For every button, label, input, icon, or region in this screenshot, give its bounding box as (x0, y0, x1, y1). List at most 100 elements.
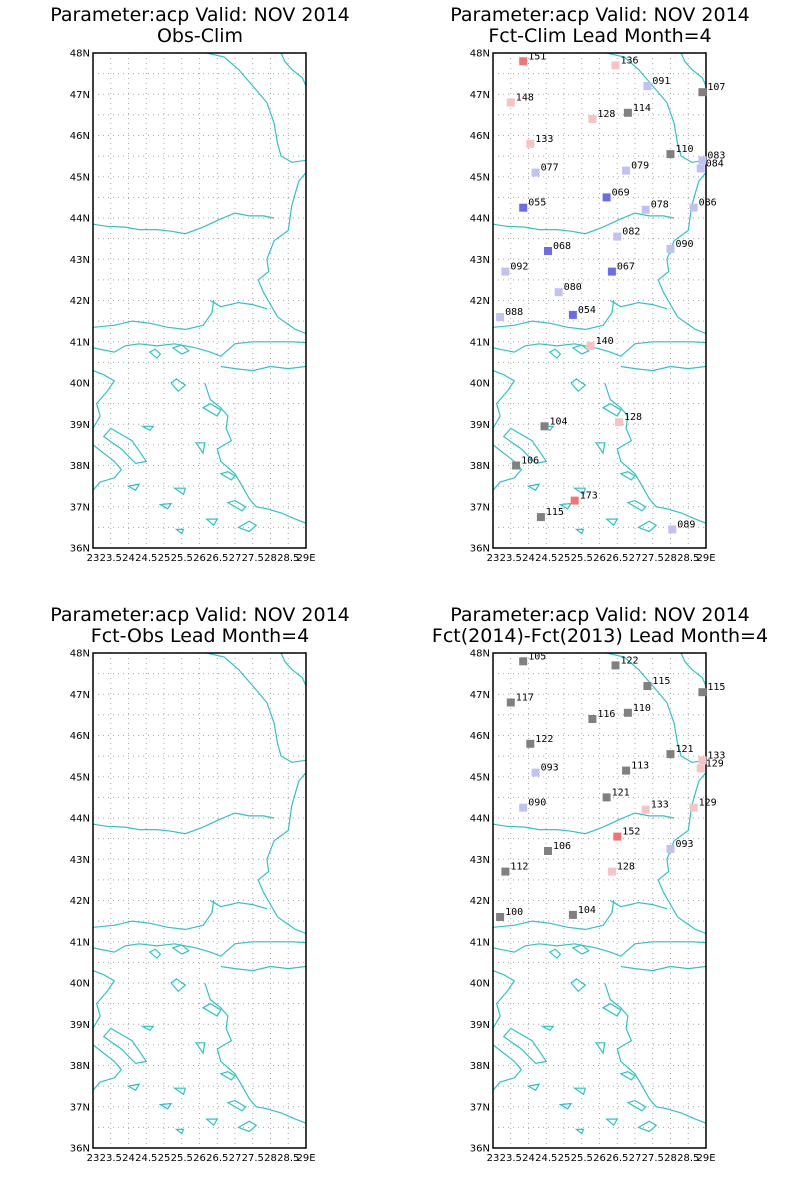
island-outline (574, 528, 585, 535)
island-outline (194, 442, 206, 455)
island-outline (619, 471, 636, 481)
island-outline (570, 978, 587, 993)
coastline (209, 299, 268, 310)
station-marker (607, 867, 616, 876)
coastline (280, 53, 306, 87)
lat-tick-label: 47N (470, 90, 490, 101)
station-marker (689, 803, 698, 812)
station-marker (602, 793, 611, 802)
lat-tick-label: 47N (470, 690, 490, 701)
lat-tick-label: 41N (470, 337, 490, 348)
lon-tick-label: 27 (229, 1153, 242, 1164)
station-marker (544, 247, 552, 255)
coastlines (93, 653, 306, 1135)
island-outline (226, 1099, 247, 1112)
station-marker (613, 832, 622, 841)
station-value-label: 068 (553, 241, 571, 252)
coastline (93, 212, 275, 235)
coastline (680, 653, 706, 687)
coastline (493, 212, 675, 235)
station-marker (506, 698, 515, 707)
lat-tick-label: 43N (70, 855, 90, 866)
island-outline (171, 944, 190, 955)
lon-tick-label: 23 (87, 1153, 100, 1164)
lat-tick-label: 40N (470, 379, 490, 390)
coastline (220, 965, 306, 972)
station-value-label: 129 (699, 798, 717, 809)
station-value-label: 054 (578, 305, 596, 316)
island-outline (172, 1087, 187, 1096)
lon-tick-label: 23.5 (500, 1153, 522, 1164)
lon-tick-label: 26 (593, 1153, 606, 1164)
lat-tick-label: 42N (470, 896, 490, 907)
station-marker (531, 168, 540, 177)
station-marker (512, 461, 521, 470)
island-outline (574, 1128, 585, 1135)
station-marker (568, 910, 577, 919)
map-title-line2: Obs-Clim (157, 25, 243, 47)
station-value-label: 110 (676, 144, 694, 155)
station-value-label: 067 (617, 262, 635, 273)
lat-tick-label: 39N (470, 1020, 490, 1031)
lon-tick-label: 26.5 (606, 1153, 628, 1164)
station-marker (622, 166, 631, 175)
station-value-label: 093 (676, 839, 694, 850)
island-outline (174, 1128, 185, 1135)
coastline (493, 941, 706, 957)
lon-tick-label: 24.5 (535, 1153, 557, 1164)
station-marker (501, 267, 510, 276)
station-marker (666, 150, 675, 159)
map-frame (92, 652, 307, 1149)
lon-tick-label: 23 (487, 1153, 500, 1164)
station-value-label: 106 (553, 841, 571, 852)
station-value-label: 082 (622, 227, 640, 238)
coastline (206, 53, 306, 163)
coastline (493, 341, 706, 357)
station-value-label: 079 (631, 161, 649, 172)
coastline (609, 299, 668, 310)
coastline (93, 941, 306, 957)
station-value-label: 089 (677, 519, 695, 530)
station-marker (526, 139, 535, 148)
lat-tick-label: 42N (70, 896, 90, 907)
lon-tick-label: 27.5 (642, 1153, 664, 1164)
lon-tick-label: 27.5 (242, 553, 264, 564)
map-frame (492, 52, 707, 549)
lon-tick-label: 25 (558, 1153, 571, 1164)
station-value-label: 115 (707, 682, 725, 693)
station-value-label: 133 (535, 134, 553, 145)
island-outline (174, 528, 185, 535)
lat-tick-label: 45N (470, 172, 490, 183)
station-marker (623, 108, 632, 117)
island-outline (571, 944, 590, 955)
map-title-line1: Parameter:acp Valid: NOV 2014 (50, 604, 350, 626)
coastline (606, 653, 706, 763)
map-frame (92, 52, 307, 549)
station-marker (570, 496, 579, 505)
lat-tick-label: 46N (470, 131, 490, 142)
station-value-label: 128 (624, 412, 642, 423)
lat-tick-label: 39N (70, 420, 90, 431)
coastline (620, 965, 706, 972)
station-value-label: 116 (597, 709, 615, 720)
lat-tick-label: 38N (470, 1061, 490, 1072)
island-outline (201, 1002, 222, 1017)
station-marker (696, 764, 705, 773)
station-marker (519, 57, 528, 66)
lon-tick-label: 28.5 (277, 553, 299, 564)
lat-tick-label: 36N (70, 1144, 90, 1155)
station-marker (568, 310, 577, 319)
station-value-label: 121 (676, 744, 694, 755)
lon-tick-label: 29E (296, 1153, 315, 1164)
lon-tick-label: 28 (264, 553, 277, 564)
island-outline (558, 1102, 573, 1110)
lat-tick-label: 46N (70, 731, 90, 742)
island-outline (102, 427, 148, 465)
island-outline (219, 471, 236, 481)
coastline (493, 900, 615, 931)
island-outline (158, 502, 173, 510)
map-panel-fct-diff: Parameter:acp Valid: NOV 2014Fct(2014)-F… (432, 604, 768, 1164)
station-marker (615, 418, 623, 427)
station-marker (698, 756, 707, 765)
